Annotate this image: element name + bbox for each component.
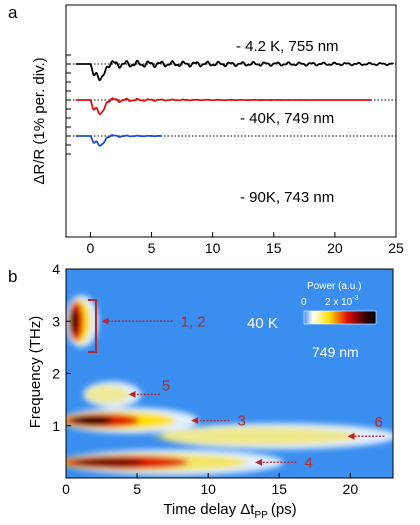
heatmap-cells	[66, 295, 393, 476]
colorbar-max-exponent: -3	[352, 295, 358, 302]
colorbar-min-label: 0	[301, 297, 307, 308]
component-arrowhead	[128, 390, 136, 398]
series-line	[75, 59, 394, 82]
panel-a-ticks	[66, 54, 397, 237]
panel-a-xtick-labels: 0 5 10 15 20 25	[87, 240, 404, 256]
panel-a-traces	[75, 59, 394, 147]
heatmap-cell	[84, 385, 130, 404]
component-arrowhead	[191, 417, 199, 425]
panel-label-b: b	[8, 267, 17, 286]
panel-b-xtick-label: 5	[133, 481, 141, 497]
panel-b-xtick-label: 10	[200, 481, 216, 497]
temperature-label: 40 K	[247, 315, 278, 332]
component-arrows: 1, 2 3 4 5 6	[101, 313, 385, 471]
colorbar-max-mantissa: 2 x 10	[325, 297, 353, 308]
panel-a-xtick-label: 10	[205, 240, 221, 256]
component-label: 6	[374, 414, 382, 431]
panel-a-ylabel: ΔR/R (1% per. div.)	[31, 57, 48, 184]
component-arrowhead	[347, 432, 355, 440]
heatmap-cell	[73, 457, 145, 467]
panel-b-ytick-label: 2	[52, 366, 60, 382]
legend-label-4-2k: - 4.2 K, 755 nm	[236, 38, 339, 55]
component-label: 4	[304, 454, 312, 471]
panel-a-xtick-label: 20	[327, 240, 343, 256]
panel-b-ytick-label: 3	[52, 313, 60, 329]
panel-b-xtick-label: 20	[343, 481, 359, 497]
component-label: 5	[162, 377, 170, 394]
xlabel-main: Time delay Δt	[163, 501, 255, 518]
component-label: 1, 2	[181, 313, 206, 330]
panel-a-xtick-label: 0	[87, 240, 95, 256]
panel-b-ylabel: Frequency (THz)	[27, 316, 44, 429]
xlabel-sub: PP	[254, 510, 268, 521]
panel-a-xtick-label: 15	[266, 240, 282, 256]
colorbar-title: Power (a.u.)	[307, 281, 361, 292]
panel-b-xtick-label: 15	[271, 481, 287, 497]
panel-b-ytick-label: 4	[52, 261, 60, 277]
component-arrowhead	[255, 458, 263, 466]
component-arrowhead	[101, 317, 109, 325]
bracket-1-2	[88, 299, 97, 353]
panel-label-a: a	[8, 3, 18, 22]
panel-b-xlabel: Time delay ΔtPP (ps)	[163, 501, 296, 521]
series-line	[75, 134, 162, 147]
colorbar: Power (a.u.) 0 2 x 10-3	[301, 281, 377, 325]
panel-a-frame	[65, 4, 397, 238]
panel-a-xtick-label: 5	[148, 240, 156, 256]
heatmap	[66, 269, 393, 478]
component-label: 3	[238, 413, 246, 430]
panel-b-ticks	[65, 268, 351, 478]
heatmap-cell	[70, 415, 113, 426]
colorbar-gradient	[303, 310, 377, 325]
xlabel-unit: (ps)	[271, 501, 297, 518]
heatmap-cell	[69, 307, 79, 335]
heatmap-cell	[153, 427, 360, 446]
colorbar-max-label: 2 x 10-3	[325, 295, 359, 308]
panel-a-xtick-label: 25	[388, 240, 404, 256]
panel-b-ytick-label: 1	[52, 418, 60, 434]
panel-b-xtick-label: 0	[62, 481, 70, 497]
legend-label-90k: - 90K, 743 nm	[240, 189, 334, 206]
panel-b-tick-labels: 0 5 10 15 20 1 2 3 4	[52, 261, 358, 497]
wavelength-label: 749 nm	[312, 344, 359, 360]
series-line	[75, 97, 372, 116]
legend-label-40k: - 40K, 749 nm	[240, 110, 334, 127]
